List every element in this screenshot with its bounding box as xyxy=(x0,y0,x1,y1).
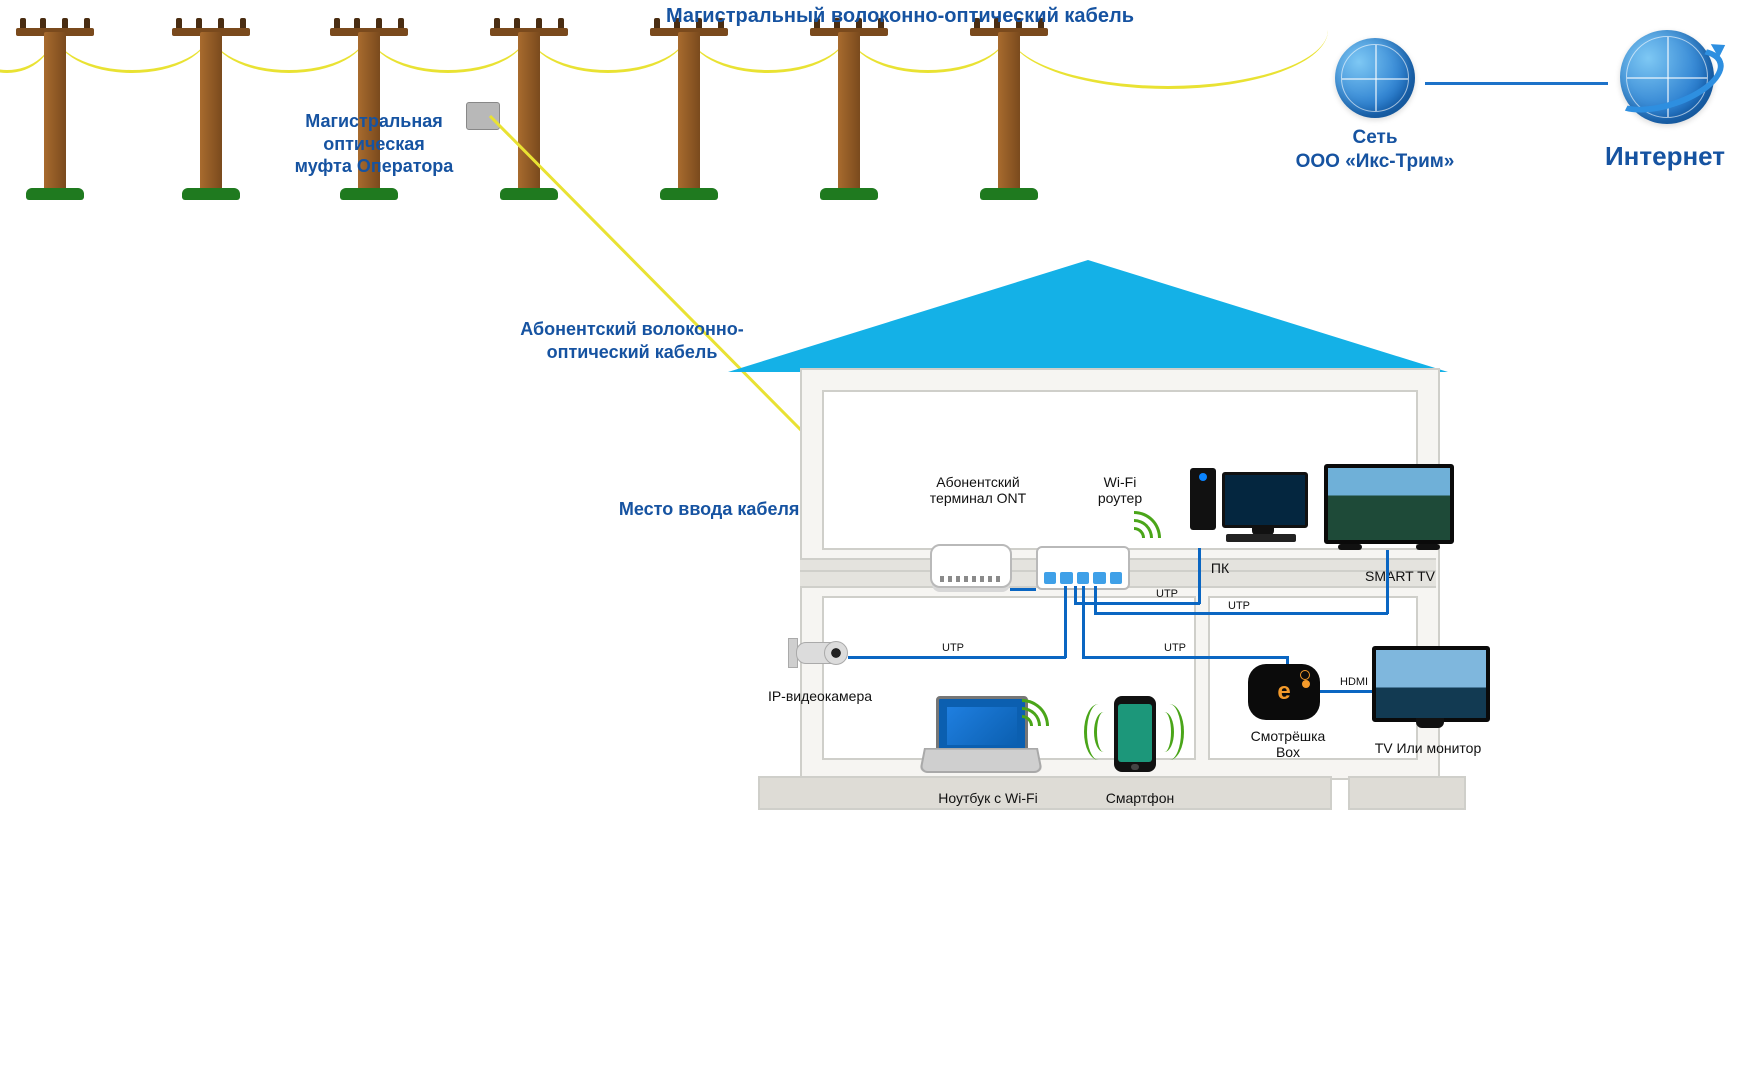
stb-icon: е xyxy=(1248,664,1320,720)
hdmi-tag: HDMI xyxy=(1340,676,1368,688)
smart-tv-label: SMART TV xyxy=(1320,568,1480,584)
smartphone-icon xyxy=(1114,696,1156,772)
fiber-segment xyxy=(54,30,210,73)
ont-device-icon xyxy=(930,544,1012,588)
utp-tag: UTP xyxy=(942,642,964,654)
utp-wire xyxy=(1386,550,1389,614)
utp-wire xyxy=(1094,612,1388,615)
stb-label: Смотрёшка Box xyxy=(1218,728,1358,760)
ip-camera-icon xyxy=(788,638,846,666)
smartphone-label: Смартфон xyxy=(1060,790,1220,806)
laptop-label: Ноутбук с Wi-Fi xyxy=(908,790,1068,806)
utp-wire xyxy=(1064,586,1067,658)
pc-label: ПК xyxy=(1180,560,1260,576)
utp-wire xyxy=(1082,586,1085,658)
smart-tv-icon xyxy=(1324,464,1454,550)
internet-label: Интернет xyxy=(1575,140,1755,173)
fiber-segment xyxy=(210,30,368,73)
fiber-segment xyxy=(528,30,688,73)
fiber-segment xyxy=(688,30,848,73)
ont-label: Абонентский терминал ONT xyxy=(898,474,1058,506)
network-globe-icon xyxy=(1335,38,1415,118)
stb-logo-letter: е xyxy=(1277,678,1290,706)
fiber-segment xyxy=(1008,30,1328,89)
diagram-canvas: Магистральный волоконно-оптический кабел… xyxy=(0,0,1755,1068)
pc-device-icon xyxy=(1190,468,1310,548)
fiber-segment xyxy=(848,30,1008,73)
ip-camera-label: IP-видеокамера xyxy=(740,688,900,704)
network-to-internet-line xyxy=(1425,82,1608,85)
utp-tag: UTP xyxy=(1228,600,1250,612)
junction-box-label: Магистральная оптическая муфта Оператора xyxy=(274,110,474,178)
tv-monitor-label: TV Или монитор xyxy=(1348,740,1508,756)
internet-globe-icon xyxy=(1620,30,1714,124)
utp-wire xyxy=(1094,586,1097,614)
router-label: Wi-Fi роутер xyxy=(1040,474,1200,506)
laptop-icon xyxy=(924,696,1034,774)
utp-wire xyxy=(848,656,1066,659)
fiber-segment xyxy=(368,30,528,73)
hdmi-wire xyxy=(1316,690,1374,693)
utp-wire xyxy=(1074,602,1200,605)
network-label: Сеть ООО «Икс-Трим» xyxy=(1270,126,1480,174)
wifi-signal-icon xyxy=(1134,512,1160,538)
tv-monitor-icon xyxy=(1372,646,1490,728)
router-device-icon xyxy=(1036,546,1130,590)
utp-tag: UTP xyxy=(1164,642,1186,654)
utp-wire xyxy=(1198,548,1201,604)
utp-tag: UTP xyxy=(1156,588,1178,600)
utp-wire xyxy=(1010,588,1036,591)
wifi-signal-icon xyxy=(1022,700,1048,726)
backbone-cable-label: Магистральный волоконно-оптический кабел… xyxy=(620,4,1180,29)
utp-wire xyxy=(1082,656,1286,659)
